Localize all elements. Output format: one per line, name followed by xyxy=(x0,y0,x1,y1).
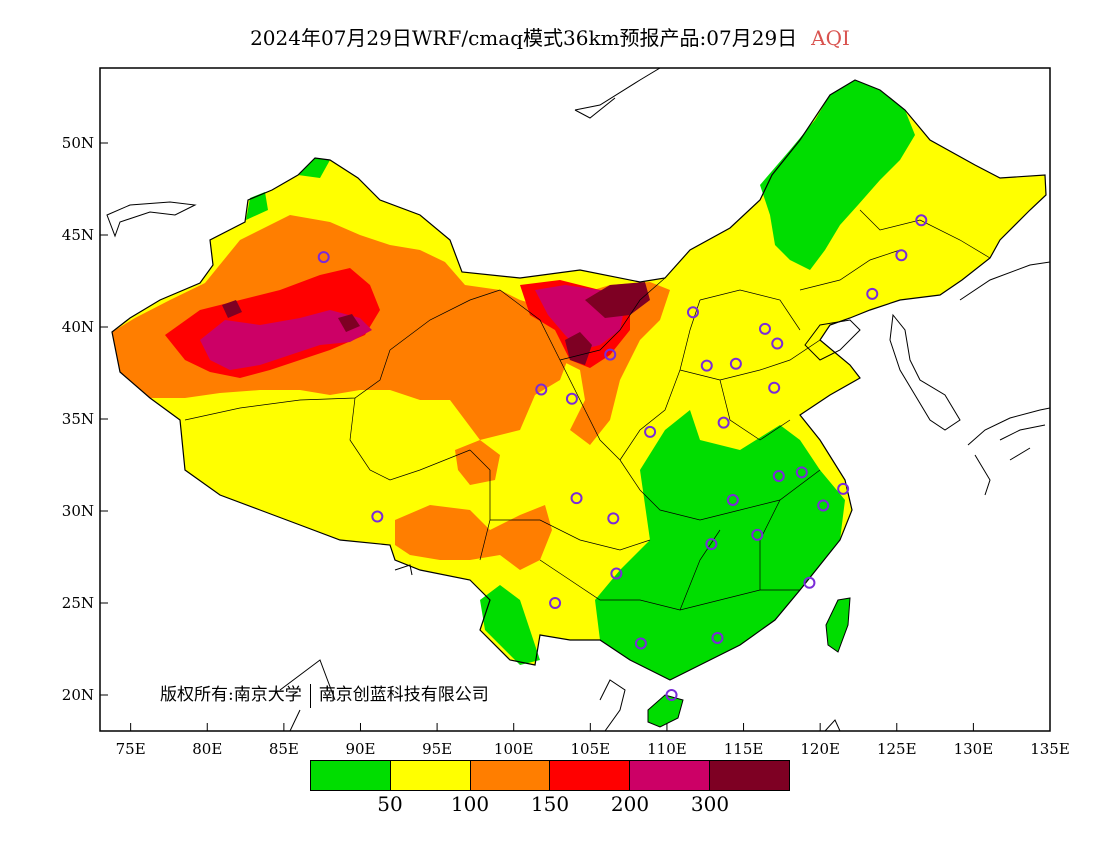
station-marker xyxy=(610,567,623,580)
region-hazardous-4 xyxy=(338,314,360,332)
lat-tick-label: 45N xyxy=(62,226,94,244)
legend-swatch xyxy=(390,761,471,790)
station-marker xyxy=(686,306,699,319)
station-marker xyxy=(634,637,647,650)
monitoring-stations xyxy=(317,214,928,701)
station-marker xyxy=(817,499,830,512)
station-marker xyxy=(317,251,330,264)
lat-tick-label: 40N xyxy=(62,318,94,336)
station-marker xyxy=(665,689,678,701)
station-marker xyxy=(803,576,816,589)
region-sichuan-orange xyxy=(395,505,552,570)
latitude-axis: 50N 45N 40N 35N 30N 25N 20N xyxy=(62,134,108,704)
copyright-left: 版权所有:南京大学 xyxy=(160,685,302,705)
lat-tick-label: 25N xyxy=(62,594,94,612)
station-marker xyxy=(771,337,784,350)
lat-tick-label: 35N xyxy=(62,410,94,428)
station-marker xyxy=(604,348,617,361)
station-marker xyxy=(717,416,730,429)
region-altai-good xyxy=(298,158,330,178)
variable-label: AQI xyxy=(811,26,850,50)
legend-swatch xyxy=(630,761,711,790)
region-northeast-good xyxy=(760,80,915,270)
lon-tick-label: 110E xyxy=(647,740,687,758)
title-text: 2024年07月29日WRF/cmaq模式36km预报产品:07月29日 xyxy=(250,26,798,50)
island-hainan xyxy=(647,694,684,728)
station-marker xyxy=(570,492,583,505)
station-marker xyxy=(915,214,928,227)
station-marker xyxy=(705,538,718,551)
station-marker xyxy=(371,510,384,523)
legend-swatch xyxy=(311,761,391,790)
lat-tick-label: 20N xyxy=(62,686,94,704)
region-south-good xyxy=(595,410,845,680)
lon-tick-label: 105E xyxy=(571,740,611,758)
legend-swatch xyxy=(470,761,551,790)
island-taiwan xyxy=(825,597,851,653)
station-marker xyxy=(711,631,724,644)
legend-label: 150 xyxy=(530,792,570,816)
station-marker xyxy=(759,322,771,335)
legend-swatch xyxy=(710,761,789,790)
legend-label: 200 xyxy=(610,792,650,816)
station-marker xyxy=(644,425,657,438)
lon-tick-label: 130E xyxy=(954,740,994,758)
station-marker xyxy=(866,287,879,300)
station-marker xyxy=(726,493,739,506)
station-marker xyxy=(772,470,785,483)
lat-tick-label: 50N xyxy=(62,134,94,152)
station-marker xyxy=(895,249,908,262)
legend-label: 300 xyxy=(690,792,730,816)
color-legend xyxy=(310,760,790,791)
station-marker xyxy=(607,512,620,525)
national-boundary xyxy=(111,79,1047,681)
station-marker xyxy=(535,383,548,396)
coastlines xyxy=(106,68,1050,731)
station-marker xyxy=(795,466,808,479)
longitude-axis: 75E 80E 85E 90E 95E 100E 105E 110E 115E 120E 125E 1… xyxy=(116,723,1070,758)
legend-swatch xyxy=(550,761,631,790)
lon-tick-label: 80E xyxy=(192,740,222,758)
copyright-right: 南京创蓝科技有限公司 xyxy=(318,685,489,705)
region-southwest-good xyxy=(480,585,540,665)
legend-label: 50 xyxy=(377,792,403,816)
map-title: 2024年07月29日WRF/cmaq模式36km预报产品:07月29日 AQI xyxy=(0,22,1100,51)
legend-label: 100 xyxy=(450,792,490,816)
station-marker xyxy=(549,597,562,609)
region-hazardous-3 xyxy=(222,300,242,318)
lon-tick-label: 135E xyxy=(1030,740,1070,758)
copyright-notice: 版权所有:南京大学 南京创蓝科技有限公司 xyxy=(160,680,489,708)
region-tarim-purple xyxy=(200,310,372,370)
lon-tick-label: 75E xyxy=(116,740,146,758)
lon-tick-label: 100E xyxy=(494,740,534,758)
station-marker xyxy=(700,359,713,372)
station-marker xyxy=(729,357,742,370)
station-marker xyxy=(565,392,578,405)
lon-tick-label: 95E xyxy=(422,740,452,758)
station-marker xyxy=(768,381,781,394)
copyright-divider xyxy=(309,683,311,708)
lon-tick-label: 125E xyxy=(877,740,917,758)
station-marker xyxy=(751,528,764,541)
lon-tick-label: 115E xyxy=(724,740,764,758)
lon-tick-label: 90E xyxy=(345,740,375,758)
station-marker xyxy=(837,482,850,495)
lat-tick-label: 30N xyxy=(62,502,94,520)
aqi-field xyxy=(106,68,1050,731)
lon-tick-label: 85E xyxy=(269,740,299,758)
lon-tick-label: 120E xyxy=(800,740,840,758)
legend-labels: 50 100 150 200 300 xyxy=(0,792,1100,822)
